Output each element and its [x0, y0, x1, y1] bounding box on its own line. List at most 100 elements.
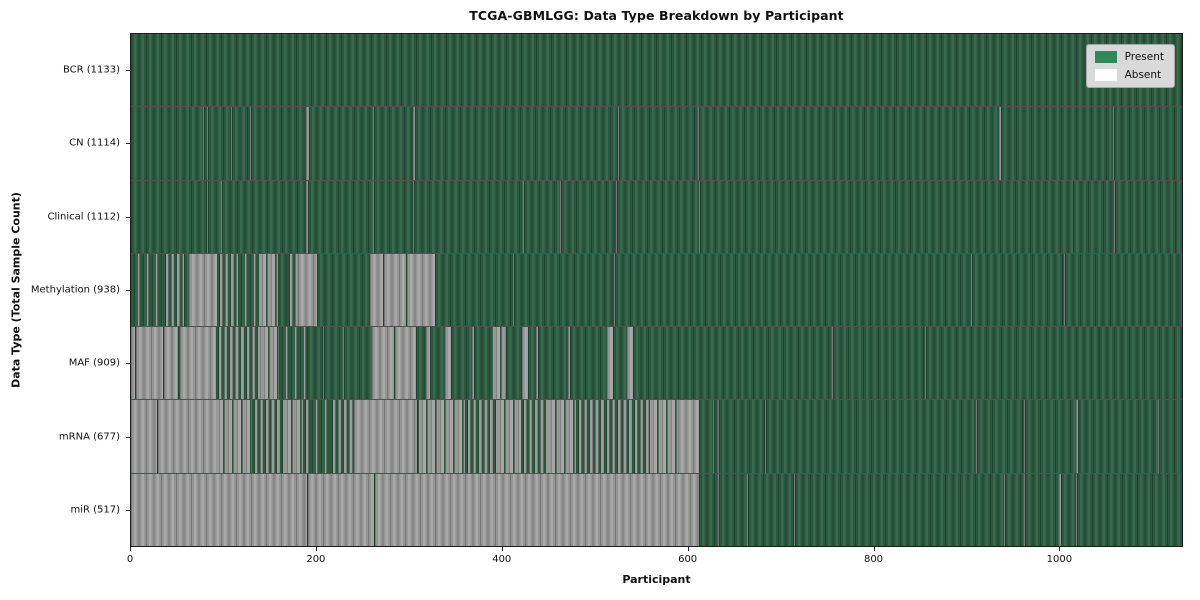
heatmap-row-mir [131, 473, 1182, 546]
segment-absent [374, 473, 699, 546]
segment-absent [164, 327, 179, 400]
segment-absent [718, 473, 720, 546]
segment-present [1099, 327, 1182, 400]
segment-present [435, 253, 514, 327]
segment-present [632, 327, 833, 400]
segment-present [1115, 180, 1182, 253]
segment-mixed-absent [548, 400, 577, 473]
y-tick-label-clinical: Clinical (1112) [47, 211, 121, 223]
y-tick-mark [126, 143, 130, 145]
segment-mixed-absent [492, 327, 506, 400]
segment-present [374, 107, 413, 180]
x-axis: 0 200 400 600 800 1000 [126, 547, 1183, 573]
segment-mixed-absent [418, 400, 465, 473]
segment-present [207, 107, 232, 180]
segment-present [1061, 473, 1077, 546]
segment-present [615, 253, 972, 327]
segment-absent [131, 473, 308, 546]
legend: Present Absent [1085, 44, 1175, 88]
segment-present [766, 400, 977, 473]
segment-present [405, 253, 407, 327]
segment-present [413, 180, 524, 253]
x-tick-label-1000: 1000 [1046, 554, 1073, 565]
segment-present [719, 473, 747, 546]
segment-present [698, 473, 719, 546]
segment-present [309, 107, 374, 180]
segment-absent [606, 327, 614, 400]
segment-present [189, 107, 204, 180]
segment-mixed-absent [260, 327, 280, 400]
x-tick-label-0: 0 [126, 554, 134, 565]
segment-present [1025, 400, 1077, 473]
segment-present [561, 180, 617, 253]
segment-absent [157, 400, 217, 473]
x-tick-mark [873, 547, 875, 551]
segment-absent [536, 327, 539, 400]
segment-present [178, 327, 181, 400]
legend-entry-absent: Absent [1094, 69, 1164, 81]
segment-present [307, 327, 323, 400]
segment-absent [697, 107, 700, 180]
segment-absent [207, 180, 209, 253]
segment-present [1073, 180, 1115, 253]
segment-absent [976, 400, 978, 473]
y-tick-label-bcr: BCR (1133) [62, 64, 120, 76]
segment-absent [1072, 180, 1074, 253]
present-swatch [1094, 51, 1117, 63]
segment-absent [925, 327, 927, 400]
segment-absent [308, 473, 375, 546]
segment-mixed [162, 253, 184, 327]
segment-present [528, 327, 537, 400]
plot-area: Present Absent [130, 33, 1183, 547]
segment-absent [203, 107, 205, 180]
segment-mixed-absent [650, 400, 679, 473]
segment-absent [627, 327, 633, 400]
segment-present [232, 107, 250, 180]
heatmap-row-maf [131, 327, 1182, 401]
segment-present [374, 473, 376, 546]
segment-absent [131, 400, 157, 473]
segment-present [414, 107, 618, 180]
segment-absent [1098, 327, 1100, 400]
segment-absent [718, 400, 720, 473]
segment-absent [135, 327, 163, 400]
segment-present [1077, 473, 1182, 546]
legend-label-present: Present [1124, 51, 1164, 63]
segment-present [131, 34, 1182, 107]
segment-present [618, 107, 698, 180]
segment-present [833, 327, 926, 400]
segment-present [374, 180, 413, 253]
segment-present [415, 327, 426, 400]
segment-present [307, 473, 309, 546]
segment-absent [180, 327, 217, 400]
segment-absent [1157, 400, 1160, 473]
x-axis-label: Participant [622, 573, 691, 586]
segment-mixed [464, 400, 498, 473]
segment-absent [372, 327, 395, 400]
segment-absent [832, 327, 834, 400]
segment-absent [207, 107, 209, 180]
segment-absent [999, 107, 1002, 180]
segment-absent [306, 180, 309, 253]
segment-present [1004, 473, 1025, 546]
segment-absent [231, 107, 233, 180]
segment-absent [1003, 473, 1006, 546]
segment-absent [370, 253, 384, 327]
segment-mixed-present [131, 253, 163, 327]
segment-present [1114, 107, 1182, 180]
segment-present [383, 253, 385, 327]
segment-mixed [330, 400, 354, 473]
segment-absent [712, 400, 714, 473]
segment-present [719, 400, 766, 473]
segment-present [221, 180, 307, 253]
segment-absent [412, 107, 415, 180]
segment-absent [1024, 473, 1026, 546]
segment-absent [306, 107, 310, 180]
segment-mixed [302, 400, 310, 473]
segment-present [344, 327, 373, 400]
y-tick-label-cn: CN (1114) [69, 137, 120, 149]
x-tick-mark [1059, 547, 1061, 551]
segment-absent [373, 107, 375, 180]
segment-mixed-absent [216, 400, 252, 473]
